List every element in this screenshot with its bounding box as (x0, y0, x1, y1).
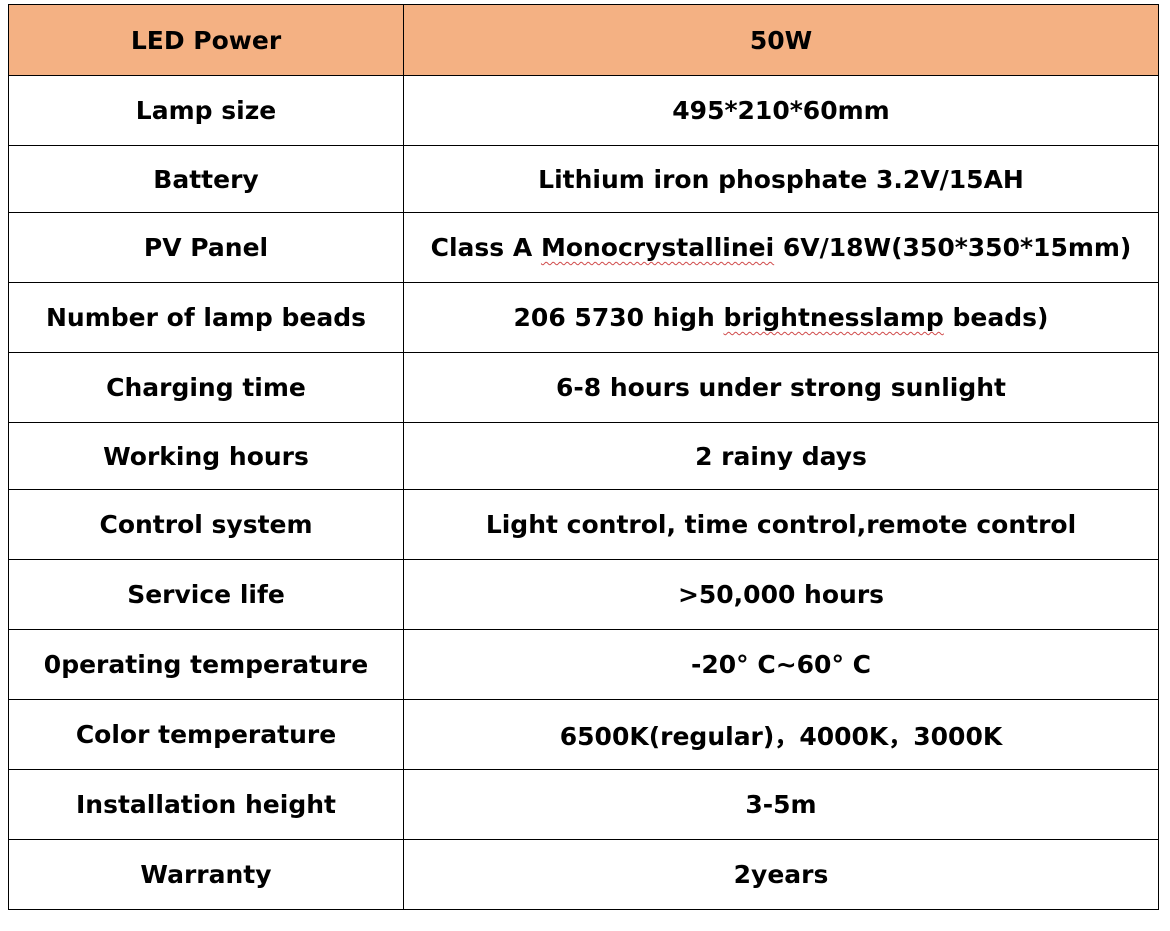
table-row: 0perating temperature -20° C~60° C (8, 629, 1159, 700)
row-label: Working hours (8, 422, 404, 490)
spellcheck-flagged-word: brightnesslamp (723, 303, 944, 332)
row-value: 2 rainy days (403, 422, 1159, 490)
row-label: Lamp size (8, 75, 404, 146)
table-row: Color temperature 6500K(regular)，4000K，3… (8, 699, 1159, 770)
table-row: Warranty 2years (8, 839, 1159, 910)
row-label: PV Panel (8, 212, 404, 283)
row-value: >50,000 hours (403, 559, 1159, 630)
row-value: Class A Monocrystallinei 6V/18W(350*350*… (403, 212, 1159, 283)
table-row: Service life >50,000 hours (8, 559, 1159, 630)
row-value: Lithium iron phosphate 3.2V/15AH (403, 145, 1159, 213)
table-row: Number of lamp beads 206 5730 high brigh… (8, 282, 1159, 353)
header-value-cell: 50W (403, 4, 1159, 76)
row-label: Charging time (8, 352, 404, 423)
row-value: 2years (403, 839, 1159, 910)
table-row: Working hours 2 rainy days (8, 422, 1159, 490)
row-value: -20° C~60° C (403, 629, 1159, 700)
spellcheck-flagged-word: Monocrystallinei (540, 233, 775, 262)
spec-table: LED Power 50W Lamp size 495*210*60mm Bat… (8, 4, 1159, 910)
row-value: Light control, time control,remote contr… (403, 489, 1159, 560)
row-label: Color temperature (8, 699, 404, 770)
table-row: Battery Lithium iron phosphate 3.2V/15AH (8, 145, 1159, 213)
row-label: Control system (8, 489, 404, 560)
value-text: 206 5730 high (513, 303, 724, 332)
row-label: Number of lamp beads (8, 282, 404, 353)
row-value: 495*210*60mm (403, 75, 1159, 146)
row-label: Warranty (8, 839, 404, 910)
table-header-row: LED Power 50W (8, 4, 1159, 76)
row-label: Installation height (8, 769, 404, 840)
row-value: 6500K(regular)，4000K，3000K (403, 699, 1159, 770)
table-row: Lamp size 495*210*60mm (8, 75, 1159, 146)
row-label: Service life (8, 559, 404, 630)
row-label: Battery (8, 145, 404, 213)
row-value: 3-5m (403, 769, 1159, 840)
table-row: Installation height 3-5m (8, 769, 1159, 840)
row-value: 206 5730 high brightnesslamp beads) (403, 282, 1159, 353)
value-text: beads) (943, 303, 1049, 332)
table-row: Control system Light control, time contr… (8, 489, 1159, 560)
value-text: Class A (430, 233, 541, 262)
table-row: PV Panel Class A Monocrystallinei 6V/18W… (8, 212, 1159, 283)
table-row: Charging time 6-8 hours under strong sun… (8, 352, 1159, 423)
row-label: 0perating temperature (8, 629, 404, 700)
value-text: 6V/18W(350*350*15mm) (774, 233, 1132, 262)
header-label-cell: LED Power (8, 4, 404, 76)
row-value: 6-8 hours under strong sunlight (403, 352, 1159, 423)
